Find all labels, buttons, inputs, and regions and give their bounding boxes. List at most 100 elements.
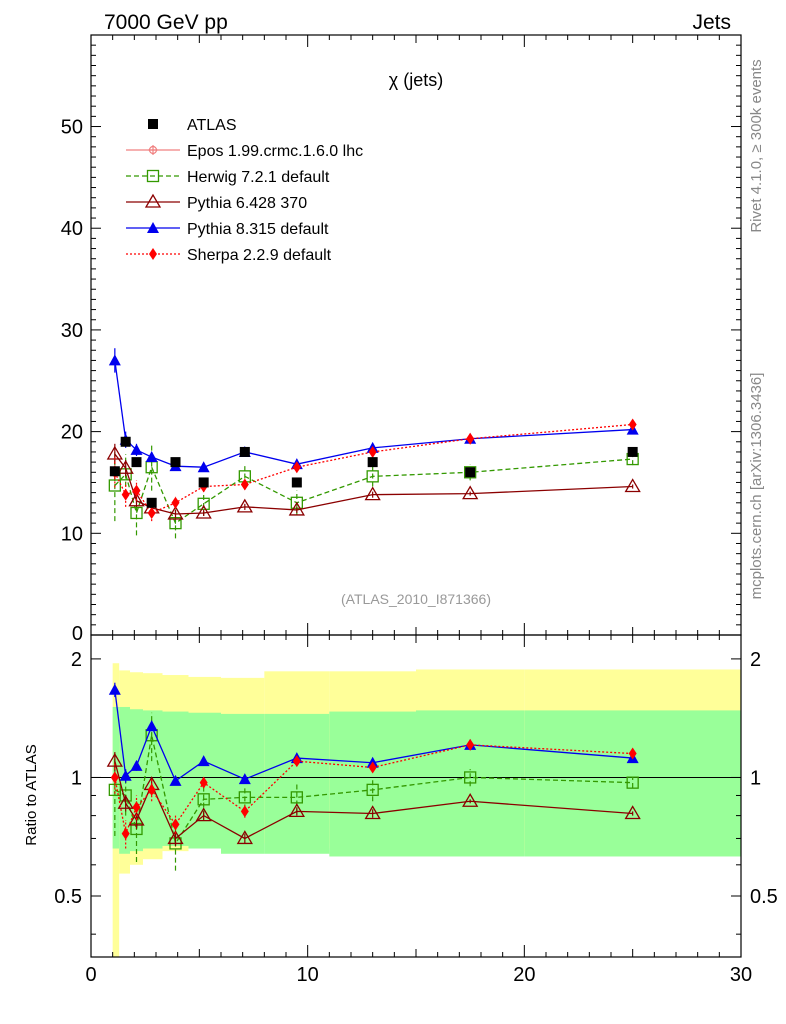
- ratio-ytick-label-left: 1: [71, 767, 82, 789]
- ratio-point-pythia6: [624, 805, 641, 820]
- legend-label-atlas: ATLAS: [187, 117, 237, 134]
- main-point-atlas: [367, 457, 378, 468]
- main-point-sherpa: [368, 445, 377, 458]
- legend-marker-atlas: [148, 119, 158, 129]
- main-point-pythia6: [167, 505, 184, 520]
- main-point-pythia6: [624, 478, 641, 493]
- main-point-herwig: [197, 497, 210, 510]
- main-point-herwig: [366, 470, 379, 483]
- ratio-point-pythia8: [119, 769, 132, 781]
- main-point-pythia6: [364, 486, 381, 501]
- main-point-sherpa: [292, 461, 301, 474]
- ratio-ylabel: Ratio to ATLAS: [23, 744, 40, 845]
- main-point-atlas: [239, 446, 250, 457]
- main-ytick-label: 50: [61, 117, 83, 139]
- main-point-pythia8: [130, 443, 143, 455]
- main-point-sherpa: [147, 506, 156, 519]
- main-point-sherpa: [121, 488, 130, 501]
- ratio-point-herwig: [238, 791, 251, 804]
- main-point-sherpa: [240, 478, 249, 491]
- main-point-herwig: [130, 506, 143, 520]
- ratio-point-pythia6: [236, 830, 253, 845]
- main-point-atlas: [109, 466, 120, 477]
- main-series-layer: [106, 348, 641, 539]
- ratio-point-pythia6: [288, 803, 305, 818]
- ratio-point-pythia6: [462, 792, 479, 807]
- ratio-point-sherpa: [240, 805, 249, 818]
- ratio-point-pythia6: [364, 805, 381, 820]
- main-ytick-label: 10: [61, 523, 83, 545]
- ratio-point-sherpa: [466, 738, 475, 751]
- ratio-ytick-label-left: 2: [71, 649, 82, 671]
- legend-label-pythia6: Pythia 6.428 370: [187, 195, 307, 212]
- legend-marker-herwig: [146, 169, 160, 183]
- main-ytick-label: 30: [61, 320, 83, 342]
- ratio-point-herwig: [626, 776, 639, 789]
- main-point-pythia8: [197, 461, 210, 473]
- ratio-point-sherpa: [132, 801, 141, 814]
- main-point-pythia8: [145, 451, 158, 463]
- ratio-point-herwig: [464, 771, 477, 784]
- main-point-pythia6: [195, 504, 212, 519]
- legend: ATLAS Epos 1.99.crmc.1.6.0 lhc Herwig 7.2.…: [126, 117, 363, 264]
- main-point-sherpa: [466, 432, 475, 445]
- ratio-ytick-label-right: 1: [750, 767, 761, 789]
- ratio-point-sherpa: [199, 776, 208, 789]
- main-point-sherpa: [171, 496, 180, 509]
- main-point-sherpa: [132, 484, 141, 497]
- ratio-point-pythia8: [130, 759, 143, 771]
- main-point-herwig: [464, 466, 477, 479]
- ratio-ytick-label-right: 2: [750, 649, 761, 671]
- ratio-point-pythia6: [167, 830, 184, 845]
- legend-label-pythia8: Pythia 8.315 default: [187, 221, 329, 238]
- axis-ticks: 10 20 30 40 50 0 0 10 20 30 0.5 0.5 1 1 2 2: [54, 34, 778, 986]
- main-ytick-label-zero: 0: [72, 623, 83, 645]
- main-point-sherpa: [628, 418, 637, 431]
- ratio-point-sherpa: [121, 827, 130, 840]
- main-point-herwig: [108, 479, 121, 492]
- ratio-point-pythia8: [169, 774, 182, 786]
- main-point-atlas: [291, 477, 302, 488]
- xtick-label: 30: [730, 964, 752, 986]
- header-right: Jets: [692, 11, 731, 34]
- ratio-point-pythia6: [128, 811, 145, 826]
- main-point-atlas: [627, 446, 638, 457]
- main-point-pythia6: [288, 501, 305, 516]
- main-point-pythia6: [236, 498, 253, 513]
- ratio-point-herwig: [197, 793, 210, 806]
- main-point-pythia8: [108, 354, 121, 366]
- ratio-point-herwig: [366, 783, 379, 797]
- xtick-label: 10: [297, 964, 319, 986]
- header-left: 7000 GeV pp: [104, 11, 228, 34]
- ratio-point-sherpa: [147, 783, 156, 796]
- legend-label-herwig: Herwig 7.2.1 default: [187, 169, 330, 186]
- ratio-point-pythia6: [106, 752, 123, 767]
- legend-marker-pythia6: [144, 193, 162, 208]
- legend-marker-sherpa: [149, 248, 157, 260]
- side-label-rivet: Rivet 4.1.0, ≥ 300k events: [748, 59, 765, 232]
- legend-marker-pythia8: [147, 222, 159, 233]
- ratio-point-herwig: [290, 791, 303, 804]
- main-point-atlas: [465, 467, 476, 478]
- ratio-ytick-label-left: 0.5: [54, 886, 82, 908]
- main-point-pythia6: [128, 492, 145, 507]
- band-inner: [264, 713, 330, 854]
- ratio-point-sherpa: [292, 755, 301, 768]
- ratio-point-sherpa: [110, 771, 119, 784]
- main-point-atlas: [170, 457, 181, 468]
- ratio-point-sherpa: [368, 761, 377, 774]
- main-plot-title: χ (jets): [389, 70, 443, 90]
- ratio-point-pythia8: [145, 720, 158, 732]
- xtick-label: 20: [513, 964, 535, 986]
- ratio-point-sherpa: [171, 818, 180, 831]
- main-point-atlas: [131, 457, 142, 468]
- ratio-series-layer: [106, 682, 641, 871]
- xtick-label: 0: [85, 964, 96, 986]
- legend-marker-epos: [148, 145, 158, 155]
- ratio-point-pythia8: [197, 755, 210, 767]
- legend-label-epos: Epos 1.99.crmc.1.6.0 lhc: [187, 143, 363, 160]
- ratio-point-pythia8: [238, 773, 251, 785]
- ratio-ytick-label-right: 0.5: [750, 886, 778, 908]
- side-label-mcplots: mcplots.cern.ch [arXiv:1306.3436]: [748, 373, 765, 600]
